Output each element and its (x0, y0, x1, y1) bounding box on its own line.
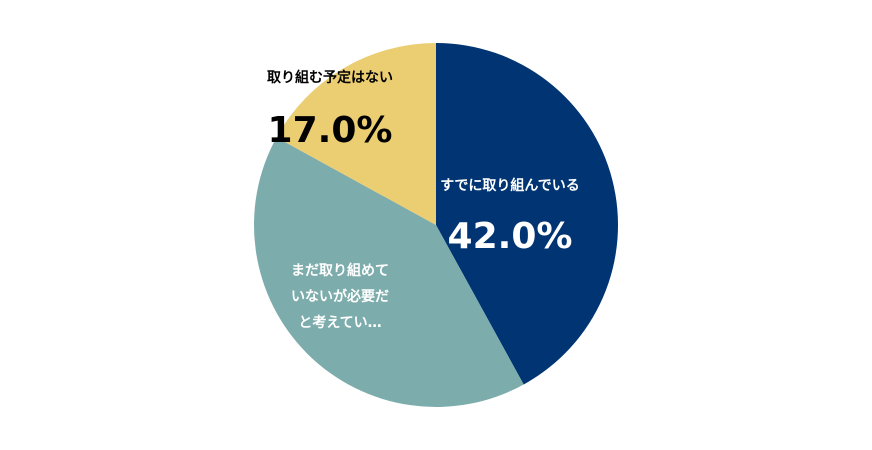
slice-value-label-0: 42.0% (448, 216, 573, 257)
slice-label-2-line-0: 取り組む予定はない (267, 69, 393, 86)
pie-slice-2 (276, 43, 436, 225)
slice-label-0-line-0: すでに取り組んでいる (440, 177, 579, 194)
pie-slice-1 (253, 137, 524, 408)
slice-label-1-line-0: まだ取り組めて (291, 262, 389, 279)
slice-value-label-2: 17.0% (268, 110, 393, 151)
pie-slices (253, 43, 619, 408)
pie-slice-0 (436, 43, 619, 385)
slice-label-1-line-2: と考えてい… (298, 314, 381, 331)
slice-label-1-line-1: いないが必要だ (291, 288, 389, 305)
